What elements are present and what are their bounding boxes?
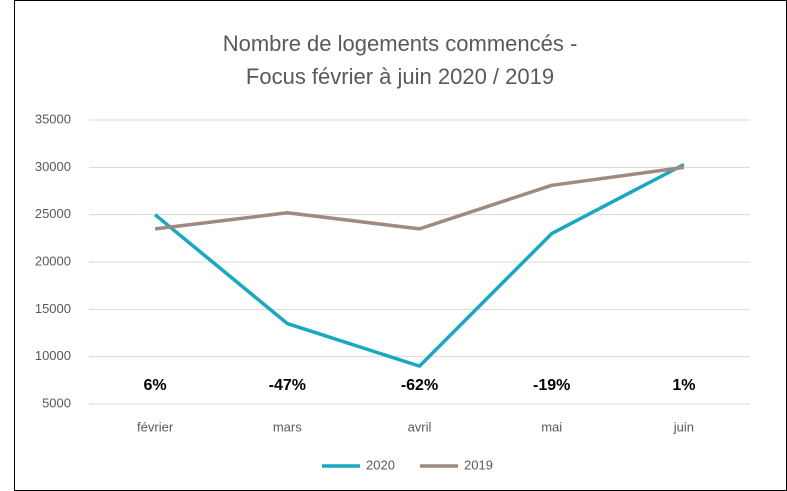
legend-label: 2019 [464,457,493,472]
chart-frame [14,0,787,491]
y-tick-label: 10000 [35,348,71,363]
annotation: -62% [401,377,438,394]
y-tick-label: 30000 [35,159,71,174]
y-tick-label: 35000 [35,111,71,126]
annotation: -47% [269,377,306,394]
annotation: 6% [144,377,167,394]
y-tick-label: 25000 [35,206,71,221]
y-tick-label: 15000 [35,301,71,316]
x-tick-label: février [137,419,174,434]
x-tick-label: juin [673,419,694,434]
chart-subtitle: Focus février à juin 2020 / 2019 [246,64,554,89]
x-tick-label: avril [408,419,432,434]
y-tick-label: 20000 [35,253,71,268]
annotation: -19% [533,377,570,394]
chart-title: Nombre de logements commencés - [223,31,578,56]
x-tick-label: mars [273,419,302,434]
legend-label: 2020 [366,457,395,472]
x-tick-label: mai [541,419,562,434]
line-series [154,165,685,231]
annotation: 1% [672,377,695,394]
y-tick-label: 5000 [42,395,71,410]
line-series [153,162,685,368]
